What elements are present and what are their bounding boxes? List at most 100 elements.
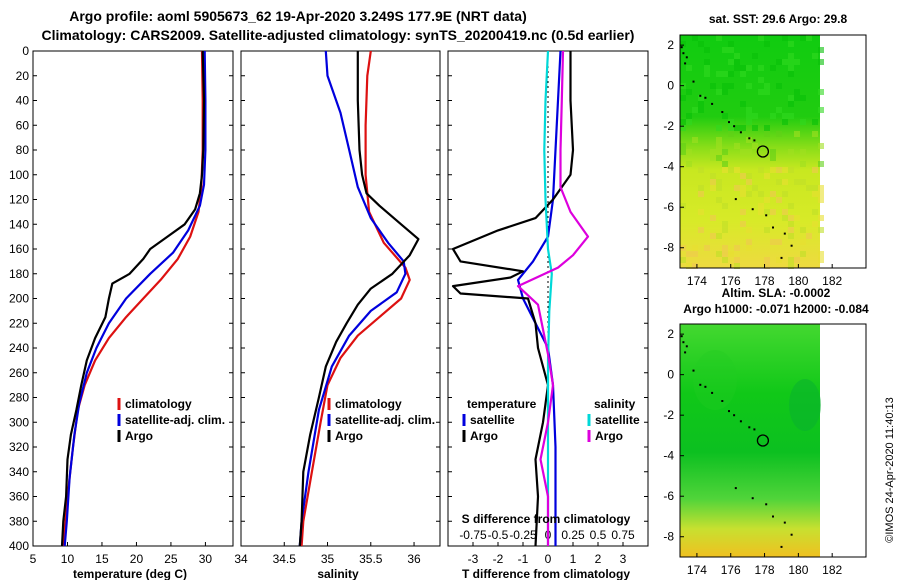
x-tick-label: 36: [407, 552, 421, 566]
sla-title-line1: Altim. SLA: -0.0002: [722, 286, 831, 300]
y-tick-label: 0: [22, 44, 29, 58]
sst-cell: [812, 209, 818, 215]
sst-cell: [788, 167, 794, 173]
sst-cell: [818, 185, 824, 191]
x-tick-label: 20: [130, 552, 144, 566]
sst-cell: [692, 35, 698, 41]
sst-cell: [746, 149, 752, 155]
sst-cell: [704, 47, 710, 53]
temperature-series: [60, 50, 207, 547]
sst-cell: [704, 71, 710, 77]
sst-cell: [794, 131, 800, 137]
float-location-marker: [756, 434, 770, 447]
sst-cell: [764, 197, 770, 203]
legend-argo-label: Argo: [125, 429, 153, 443]
island-dot: [684, 351, 687, 354]
sst-cell: [818, 191, 824, 197]
y-tick-label: 100: [9, 168, 29, 182]
sst-cell: [764, 131, 770, 137]
sst-cell: [692, 137, 698, 143]
sst-cell: [740, 191, 746, 197]
island-dot: [780, 545, 783, 548]
sst-cell: [734, 185, 740, 191]
x-tick-label: 35: [321, 552, 335, 566]
island-dot: [772, 515, 774, 518]
series-satellite-adj-clim-: [63, 50, 207, 547]
island-dot: [751, 497, 754, 500]
sst-cell: [716, 149, 722, 155]
sst-cell: [746, 137, 752, 143]
sst-cell: [800, 161, 806, 167]
sst-cell: [788, 149, 794, 155]
sst-cell: [776, 59, 782, 65]
sst-cell: [758, 35, 764, 41]
sst-cell: [764, 83, 770, 89]
sst-cell: [794, 257, 800, 263]
sst-cell: [722, 83, 728, 89]
sst-cell: [776, 239, 782, 245]
map-y-tick-label: 0: [667, 368, 674, 382]
s-tick-label: 0.75: [611, 528, 635, 542]
map-y-tick-label: -8: [663, 530, 674, 544]
map-x-tick-label: 180: [788, 563, 808, 577]
island-dot: [699, 94, 702, 97]
sst-cell: [788, 221, 794, 227]
sst-cell: [716, 179, 722, 185]
sst-cell: [776, 179, 782, 185]
sst-cell: [722, 221, 728, 227]
map-x-tick-label: 176: [721, 563, 741, 577]
sst-cell: [782, 209, 788, 215]
sst-cell: [734, 53, 740, 59]
map-y-tick-label: -2: [663, 408, 674, 422]
sst-cell: [788, 203, 794, 209]
sst-cell: [758, 89, 764, 95]
island-dot: [711, 102, 714, 105]
sst-cell: [818, 107, 824, 113]
sst-cell: [686, 161, 692, 167]
sst-cell: [782, 215, 788, 221]
sst-cell: [716, 197, 722, 203]
sst-cell: [812, 185, 818, 191]
sst-cell: [788, 263, 794, 269]
sst-cell: [722, 167, 728, 173]
map-x-tick-label: 176: [721, 274, 741, 288]
sst-cell: [806, 233, 812, 239]
sst-cell: [812, 53, 818, 59]
sst-cell: [746, 83, 752, 89]
sst-cell: [770, 113, 776, 119]
sst-cell: [770, 191, 776, 197]
island-dot: [780, 256, 783, 259]
sst-cell: [716, 125, 722, 131]
sst-cell: [776, 197, 782, 203]
sst-cell: [764, 89, 770, 95]
sst-cell: [734, 59, 740, 65]
temperature-axis: 0 20 40 60 80 100 120 140 160 180 200 220 240 260 280 3…: [9, 44, 233, 566]
island-dot: [733, 125, 736, 128]
sst-cell: [758, 65, 764, 71]
sst-cell: [692, 245, 698, 251]
sst-cell: [710, 233, 716, 239]
island-dot: [790, 533, 793, 536]
island-dot: [734, 487, 737, 490]
sst-cell: [818, 251, 824, 257]
sst-frame: [679, 34, 867, 269]
map-y-tick-label: -6: [663, 200, 674, 214]
map-x-tick-label: 178: [755, 274, 775, 288]
series-s-argo: [516, 50, 590, 546]
sst-cell: [698, 191, 704, 197]
sst-cell: [740, 125, 746, 131]
sla-title-line2: Argo h1000: -0.071 h2000: -0.084: [683, 302, 869, 316]
island-dot: [748, 426, 751, 429]
sst-cell: [770, 209, 776, 215]
sst-cell: [728, 125, 734, 131]
sst-cell: [764, 125, 770, 131]
legend-climatology-label: climatology: [125, 397, 192, 411]
s-tick-label: -0.75: [459, 528, 487, 542]
sst-texture: [680, 35, 824, 269]
y-tick-label: 20: [16, 69, 30, 83]
sst-cell: [800, 179, 806, 185]
series-argo: [60, 50, 206, 547]
difference-panel: -3 -2 -1 0 1 2 3-0.75 -0.5 -0.25 0 0.25 0.5 0.75 T d…: [447, 50, 649, 580]
sst-cell: [716, 89, 722, 95]
sst-cell: [740, 101, 746, 107]
